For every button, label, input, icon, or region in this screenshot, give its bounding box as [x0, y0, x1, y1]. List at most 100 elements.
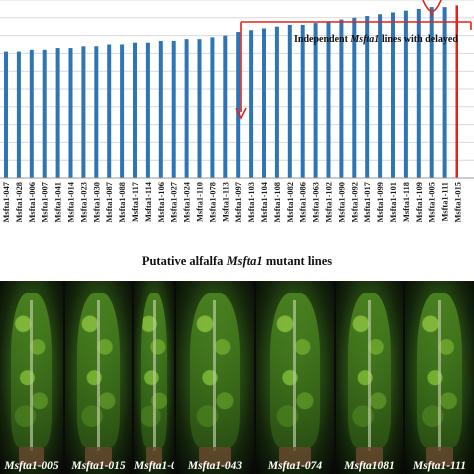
plant-pot — [18, 446, 45, 467]
photo-label: Msfta1-111 — [412, 460, 467, 472]
bar-chart: Msfta1-047 Msfta1-028 Msfta1-006 Msfta1-007… — [0, 0, 474, 222]
bar — [236, 32, 241, 178]
bar — [339, 19, 344, 178]
x-axis-title-suffix: mutant lines — [262, 254, 333, 268]
bar — [29, 49, 34, 179]
bar — [81, 46, 86, 178]
plant-stake — [213, 300, 217, 451]
bar — [158, 40, 163, 178]
x-tick-label: Msfta1-027 — [170, 182, 179, 222]
x-tick-label: Msfta1-114 — [144, 181, 153, 222]
bar — [171, 40, 176, 178]
x-tick-label: Msfta1-087 — [105, 182, 114, 222]
plant-stake — [30, 300, 34, 451]
x-tick-label: Msfta1-101 — [389, 182, 398, 222]
bar — [197, 39, 202, 178]
x-tick-label: Msfta1-109 — [415, 182, 424, 222]
x-tick-label: Msfta1-113 — [221, 182, 230, 222]
bar — [42, 49, 47, 179]
plant-stake — [293, 300, 297, 451]
x-tick-label: Msfta1-104 — [260, 181, 269, 222]
plant-stake — [153, 300, 157, 451]
bar — [442, 7, 447, 179]
photo-label: Msfta1081 — [344, 460, 395, 472]
x-tick-label: Msfta1-017 — [363, 182, 372, 222]
plant-pot — [425, 446, 454, 467]
bar — [429, 7, 434, 179]
plant-photo-strip: Msfta1-005 Msfta1-015 Msfta1-026 Msfta1-043… — [0, 281, 474, 474]
x-tick-label: Msfta1-082 — [286, 182, 295, 222]
x-tick-label: Msfta1-005 — [428, 182, 437, 222]
x-tick-label: Msfta1-007 — [41, 182, 50, 222]
bar — [145, 42, 150, 178]
bar — [120, 44, 125, 178]
plant-pot — [356, 446, 383, 467]
bar — [184, 39, 189, 178]
bar — [326, 21, 331, 178]
x-tick-label: Msfta1-086 — [299, 182, 308, 222]
photo-label: Msfta1-005 — [4, 460, 59, 472]
x-tick-label: Msfta1-108 — [273, 182, 282, 222]
photo-label: Msfta1-026 — [134, 460, 174, 472]
x-tick-label: Msfta1-028 — [15, 182, 24, 222]
bar — [16, 51, 21, 179]
plant-photo: Msfta1-015 — [65, 281, 132, 474]
annotation-suffix: lines with delayed — [379, 34, 458, 45]
annotation-text: Independent Msfta1 lines with delayed — [294, 34, 458, 45]
plant-pot — [85, 446, 112, 467]
bar — [378, 14, 383, 178]
bar — [262, 28, 266, 179]
x-axis-title-prefix: Putative alfalfa — [141, 254, 227, 268]
x-tick-label: Msfta1-110 — [196, 182, 205, 222]
bar — [391, 12, 395, 178]
plant-stake — [97, 300, 101, 451]
x-axis-title-gene: Msfta1 — [226, 254, 263, 268]
x-tick-label: Msfta1-106 — [157, 182, 166, 222]
bar — [210, 37, 215, 178]
x-tick-label: Msfta1-111 — [441, 182, 450, 222]
x-tick-label: Msfta1-092 — [350, 182, 359, 222]
x-tick-label: Msfta1-024 — [183, 181, 192, 222]
bar — [403, 10, 408, 179]
bar — [416, 8, 421, 179]
bracket-left-hook — [235, 107, 247, 120]
x-tick-label: Msfta1-014 — [67, 181, 76, 222]
bar — [4, 51, 8, 179]
x-tick-label: Msfta1-097 — [234, 182, 243, 222]
photo-label: Msfta1-015 — [71, 460, 126, 472]
x-tick-labels: Msfta1-047 Msfta1-028 Msfta1-006 Msfta1-007… — [2, 181, 463, 222]
bar — [223, 35, 228, 178]
x-tick-label: Msfta1-102 — [325, 182, 334, 222]
plant-photo: Msfta1-005 — [0, 281, 63, 474]
annotation-gene: Msfta1 — [350, 34, 380, 45]
x-tick-label: Msfta1-118 — [402, 182, 411, 222]
bar — [274, 26, 279, 179]
bar — [287, 24, 292, 179]
bar — [107, 44, 112, 178]
bar — [94, 46, 99, 178]
x-tick-label: Msfta1-030 — [92, 182, 101, 222]
photo-label: Msfta1-043 — [187, 460, 243, 472]
x-tick-label: Msfta1-117 — [131, 182, 140, 222]
plant-photo: Msfta1-074 — [256, 281, 334, 474]
x-axis-title: Putative alfalfa Msfta1 mutant lines — [0, 254, 474, 269]
plant-photo: Msfta1-026 — [134, 281, 174, 474]
plant-stake — [438, 300, 442, 451]
plant-pot — [199, 446, 231, 467]
x-tick-label: Msfta1-088 — [118, 182, 127, 222]
x-tick-label: Msfta1-063 — [312, 182, 321, 222]
annotation-brackets — [235, 0, 472, 120]
bar-series — [4, 5, 458, 179]
bar — [352, 17, 357, 178]
plant-stake — [368, 300, 372, 451]
plant-pot — [279, 446, 311, 467]
annotation-prefix: Independent — [294, 34, 351, 45]
x-tick-label: Msfta1-006 — [28, 182, 37, 222]
bar — [455, 5, 458, 179]
x-tick-label: Msfta1-090 — [337, 182, 346, 222]
x-tick-label: Msfta1-015 — [454, 182, 463, 222]
x-tick-label: Msfta1-099 — [376, 182, 385, 222]
bar — [313, 23, 318, 178]
x-tick-label: Msfta1-041 — [54, 182, 63, 222]
bar — [300, 24, 305, 179]
